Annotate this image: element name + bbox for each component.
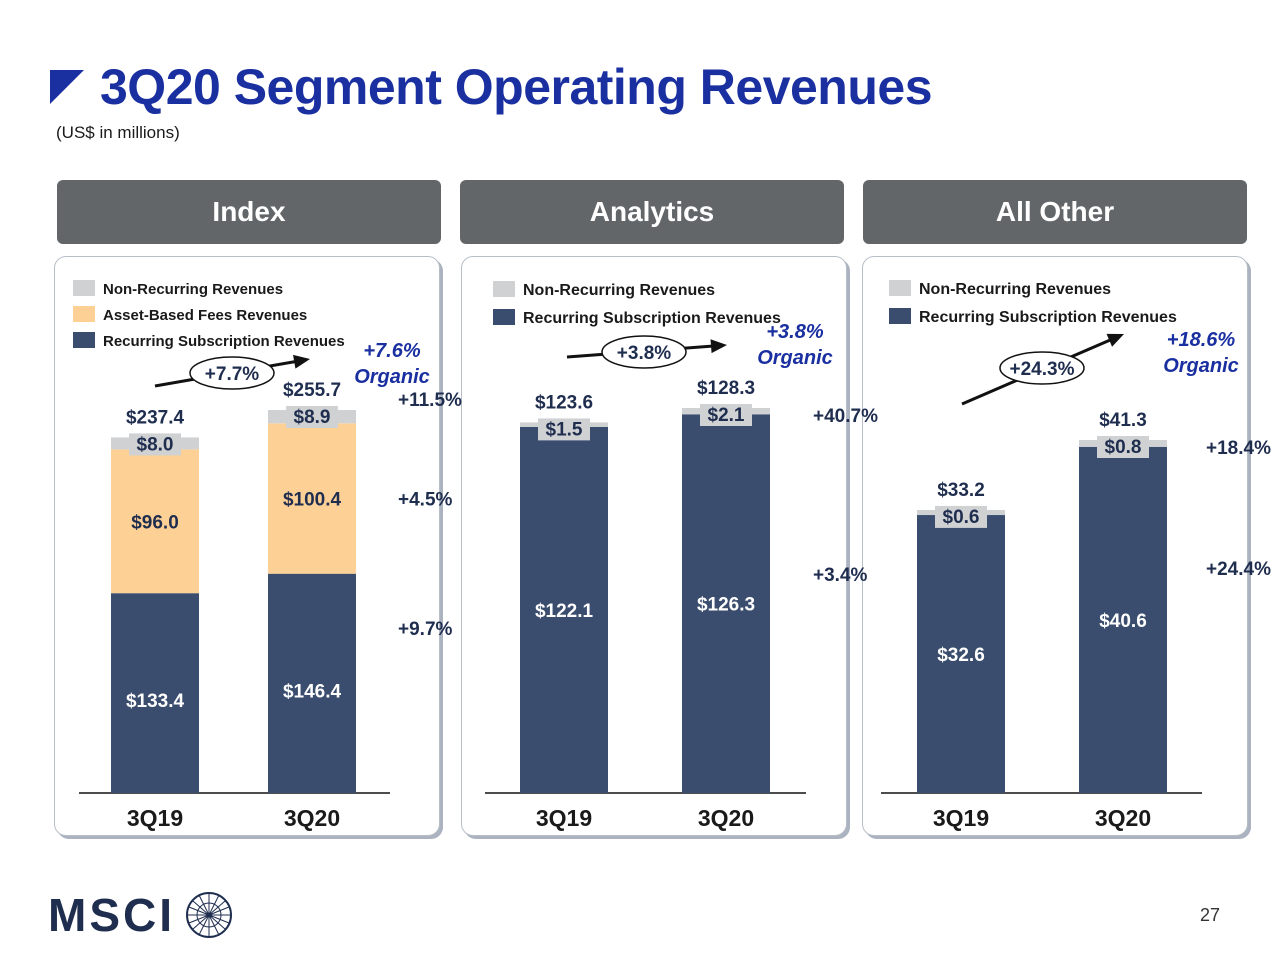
growth-label-index-recurring-subscription-revenues: +9.7% xyxy=(398,619,453,640)
legend-swatch-recurring-subscription-revenues xyxy=(889,308,911,324)
panel-header-all-other: All Other xyxy=(863,180,1247,244)
organic-growth-value-all-other: +18.6% xyxy=(1167,329,1236,351)
data-label-analytics-recurring-subscription-revenues-3q19: $122.1 xyxy=(535,601,594,622)
bar-all-other-recurring-subscription-revenues-3q20 xyxy=(1079,446,1167,793)
data-label-index-recurring-subscription-revenues-3q20: $146.4 xyxy=(283,681,342,702)
total-growth-label-all-other: +24.3% xyxy=(1010,359,1075,380)
total-growth-pill-analytics xyxy=(601,335,687,369)
data-label-box-analytics-3q19 xyxy=(538,418,590,441)
legend-label-recurring-subscription-revenues: Recurring Subscription Revenues xyxy=(103,333,345,350)
legend-swatch-recurring-subscription-revenues xyxy=(73,332,95,348)
data-label-all-other-recurring-subscription-revenues-3q19: $32.6 xyxy=(937,645,985,666)
data-label-all-other-non-recurring-revenues-3q19: $0.6 xyxy=(943,507,980,528)
data-label-analytics-recurring-subscription-revenues-3q20: $126.3 xyxy=(697,595,755,616)
bar-index-recurring-subscription-revenues-3q20 xyxy=(268,573,356,793)
growth-label-index-asset-based-fees-revenues: +4.5% xyxy=(398,490,453,511)
total-label-all-other-3q20: $41.3 xyxy=(1099,410,1147,431)
tick-label-index-3q20: 3Q20 xyxy=(284,805,340,831)
panel-header-index: Index xyxy=(57,180,441,244)
total-growth-label-analytics: +3.8% xyxy=(617,343,672,364)
total-label-analytics-3q19: $123.6 xyxy=(535,392,593,413)
growth-arrowhead-index xyxy=(293,354,310,369)
data-label-index-recurring-subscription-revenues-3q19: $133.4 xyxy=(126,691,185,712)
legend-label-recurring-subscription-revenues: Recurring Subscription Revenues xyxy=(523,310,781,327)
organic-growth-label-all-other: Organic xyxy=(1163,355,1239,377)
total-growth-pill-index xyxy=(189,356,275,390)
growth-label-analytics-recurring-subscription-revenues: +3.4% xyxy=(813,565,868,586)
page-subtitle: (US$ in millions) xyxy=(56,123,180,142)
legend-label-non-recurring-revenues: Non-Recurring Revenues xyxy=(919,281,1111,298)
data-label-index-asset-based-fees-revenues-3q19: $96.0 xyxy=(131,512,179,533)
total-label-index-3q20: $255.7 xyxy=(283,380,341,401)
msci-logo: MSCI xyxy=(48,888,235,942)
total-growth-label-index: +7.7% xyxy=(205,364,260,385)
legend-swatch-recurring-subscription-revenues xyxy=(493,309,515,325)
legend-label-non-recurring-revenues: Non-Recurring Revenues xyxy=(523,282,715,299)
panel-header-analytics: Analytics xyxy=(460,180,844,244)
bar-analytics-recurring-subscription-revenues-3q20 xyxy=(682,414,770,793)
bar-index-recurring-subscription-revenues-3q19 xyxy=(111,593,199,793)
data-label-index-non-recurring-revenues-3q19: $8.0 xyxy=(137,434,174,455)
total-label-index-3q19: $237.4 xyxy=(126,407,185,428)
data-label-box-analytics-3q20 xyxy=(700,404,752,426)
tick-label-analytics-3q20: 3Q20 xyxy=(698,805,754,831)
data-label-box-all-other-3q19 xyxy=(935,505,987,528)
bar-index-asset-based-fees-revenues-3q20 xyxy=(268,423,356,574)
legend-swatch-non-recurring-revenues xyxy=(889,280,911,296)
total-growth-pill-all-other xyxy=(999,351,1085,385)
organic-growth-label-index: Organic xyxy=(354,366,430,388)
tick-label-all-other-3q20: 3Q20 xyxy=(1095,805,1151,831)
bar-all-other-recurring-subscription-revenues-3q19 xyxy=(917,515,1005,793)
data-label-all-other-non-recurring-revenues-3q20: $0.8 xyxy=(1105,437,1142,458)
bar-index-asset-based-fees-revenues-3q19 xyxy=(111,449,199,594)
legend-swatch-non-recurring-revenues xyxy=(493,281,515,297)
organic-growth-value-analytics: +3.8% xyxy=(766,321,823,343)
legend-label-recurring-subscription-revenues: Recurring Subscription Revenues xyxy=(919,309,1177,326)
tick-label-analytics-3q19: 3Q19 xyxy=(536,805,592,831)
legend-label-non-recurring-revenues: Non-Recurring Revenues xyxy=(103,281,283,298)
data-label-box-all-other-3q20 xyxy=(1097,436,1149,458)
data-label-box-index-3q20 xyxy=(286,406,338,428)
data-label-box-index-3q19 xyxy=(129,433,181,456)
tick-label-index-3q19: 3Q19 xyxy=(127,805,183,831)
legend-swatch-asset-based-fees-revenues xyxy=(73,306,95,322)
page-title: 3Q20 Segment Operating Revenues xyxy=(100,59,933,115)
logo-text: MSCI xyxy=(48,889,175,941)
organic-growth-value-index: +7.6% xyxy=(363,340,420,362)
growth-label-all-other-non-recurring-revenues: +18.4% xyxy=(1206,438,1271,459)
growth-label-analytics-non-recurring-revenues: +40.7% xyxy=(813,406,878,427)
data-label-analytics-non-recurring-revenues-3q20: $2.1 xyxy=(708,405,745,426)
total-label-analytics-3q20: $128.3 xyxy=(697,378,755,399)
growth-arrowhead-analytics xyxy=(710,339,727,354)
growth-label-index-non-recurring-revenues: +11.5% xyxy=(398,390,462,411)
data-label-index-non-recurring-revenues-3q20: $8.9 xyxy=(294,407,331,428)
data-label-analytics-non-recurring-revenues-3q19: $1.5 xyxy=(546,419,583,440)
legend-label-asset-based-fees-revenues: Asset-Based Fees Revenues xyxy=(103,307,307,324)
growth-label-all-other-recurring-subscription-revenues: +24.4% xyxy=(1206,559,1271,580)
globe-icon xyxy=(186,892,232,938)
tick-label-all-other-3q19: 3Q19 xyxy=(933,805,989,831)
organic-growth-label-analytics: Organic xyxy=(757,347,833,369)
growth-arrowhead-all-other xyxy=(1106,333,1124,347)
legend-swatch-non-recurring-revenues xyxy=(73,280,95,296)
total-label-all-other-3q19: $33.2 xyxy=(937,480,985,501)
data-label-all-other-recurring-subscription-revenues-3q20: $40.6 xyxy=(1099,611,1147,632)
page-number: 27 xyxy=(1200,905,1221,925)
bar-analytics-recurring-subscription-revenues-3q19 xyxy=(520,426,608,793)
data-label-index-asset-based-fees-revenues-3q20: $100.4 xyxy=(283,490,342,511)
title-triangle-icon xyxy=(50,70,84,104)
